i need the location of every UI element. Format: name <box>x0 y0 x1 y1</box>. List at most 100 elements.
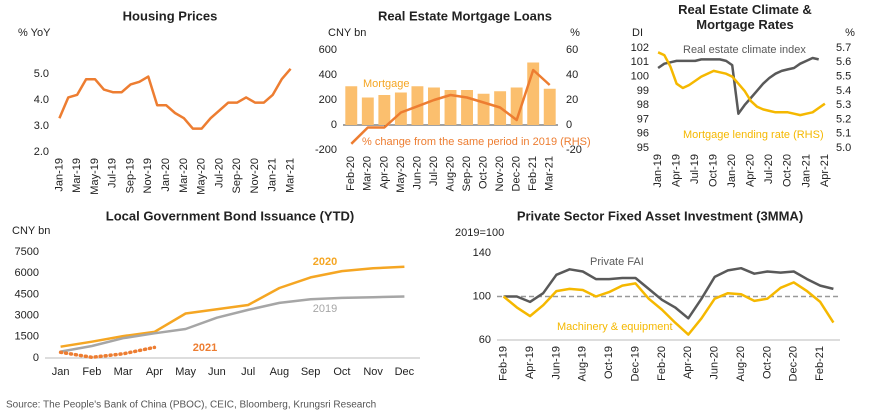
x-tick-label: Jun-19 <box>550 346 562 380</box>
series-label: Private FAI <box>590 256 644 268</box>
y-tick-label: 102 <box>631 42 649 54</box>
y-tick-label: 600 <box>319 44 337 56</box>
y-tick-label: 4.0 <box>34 94 49 106</box>
y-axis-label: DI <box>632 27 643 39</box>
x-tick-label: Jan-19 <box>652 154 664 188</box>
y-tick-label: 99 <box>637 85 649 97</box>
x-tick-label: Jul-19 <box>689 154 701 184</box>
y2-tick-label: 5.6 <box>836 56 851 68</box>
x-tick-label: Apr-19 <box>671 154 683 187</box>
x-tick-label: Jun <box>208 366 226 378</box>
x-tick-label: Sep-19 <box>124 158 136 193</box>
x-tick-label: Dec-20 <box>511 156 523 191</box>
y-tick-label: 2.0 <box>34 146 49 158</box>
x-tick-label: Jul <box>241 366 255 378</box>
x-tick-label: Mar-20 <box>178 158 190 193</box>
x-tick-label: May-19 <box>89 158 101 195</box>
y-tick-label: 200 <box>319 94 337 106</box>
bar <box>345 86 358 125</box>
x-tick-label: Mar <box>114 366 133 378</box>
x-tick-label: Oct-20 <box>477 156 489 189</box>
bar <box>543 88 556 125</box>
y-axis-label: 2019=100 <box>455 227 504 239</box>
y2-tick-label: 0 <box>566 119 572 131</box>
x-tick-label: Oct-19 <box>708 154 720 187</box>
x-tick-label: Jun-20 <box>709 346 721 380</box>
bar <box>510 87 523 125</box>
x-tick-label: Feb-20 <box>656 346 668 381</box>
y2-tick-label: 20 <box>566 94 578 106</box>
x-tick-label: Aug <box>270 366 290 378</box>
y-tick-label: -200 <box>315 144 337 156</box>
y2-tick-label: 5.1 <box>836 128 851 140</box>
y-tick-label: 60 <box>479 334 491 346</box>
line <box>503 266 834 320</box>
y-tick-label: 3.0 <box>34 120 49 132</box>
y-tick-label: 101 <box>631 56 649 68</box>
bar <box>444 90 457 125</box>
y-tick-label: 95 <box>637 142 649 154</box>
y-tick-label: 97 <box>637 113 649 125</box>
y-tick-label: 1500 <box>15 331 39 343</box>
x-tick-label: Oct-20 <box>761 346 773 379</box>
bar <box>428 87 440 125</box>
y2-axis-label: % <box>845 27 855 39</box>
x-tick-label: May-20 <box>395 156 407 193</box>
y-tick-label: 4500 <box>15 288 39 300</box>
series-label: Mortgage lending rate (RHS) <box>683 129 824 141</box>
y2-tick-label: -20 <box>566 144 582 156</box>
y2-tick-label: 5.5 <box>836 70 851 82</box>
x-tick-label: Nov-20 <box>494 156 506 191</box>
y-tick-label: 140 <box>473 247 491 259</box>
x-tick-label: Mar-21 <box>544 156 556 191</box>
x-tick-label: Jan-19 <box>53 158 65 192</box>
series-label: 2021 <box>193 342 217 354</box>
x-tick-label: Jan <box>52 366 70 378</box>
x-tick-label: Jul-20 <box>428 156 440 186</box>
y-tick-label: 3000 <box>15 310 39 322</box>
y-axis-label: % YoY <box>18 27 51 39</box>
y-tick-label: 6000 <box>15 267 39 279</box>
x-tick-label: Jul-20 <box>763 154 775 184</box>
y2-tick-label: 5.4 <box>836 85 851 97</box>
bar <box>361 97 374 125</box>
x-tick-label: Mar-20 <box>362 156 374 191</box>
x-tick-label: Feb <box>82 366 101 378</box>
x-tick-label: Oct <box>333 366 350 378</box>
x-tick-label: Jun-20 <box>411 156 423 190</box>
x-tick-label: Sep-20 <box>461 156 473 191</box>
line <box>350 68 551 145</box>
x-tick-label: Dec-19 <box>629 346 641 381</box>
line <box>58 67 292 130</box>
series-label: Machinery & equipment <box>557 321 673 333</box>
y-tick-label: 400 <box>319 69 337 81</box>
x-tick-label: Nov <box>363 366 383 378</box>
x-tick-label: Jan-21 <box>800 154 812 188</box>
x-tick-label: Nov-19 <box>142 158 154 193</box>
series-label: 2020 <box>313 256 337 268</box>
x-tick-label: Apr-20 <box>745 154 757 187</box>
x-tick-label: Dec-20 <box>788 346 800 381</box>
x-tick-label: Apr-20 <box>378 156 390 189</box>
series-label: 2019 <box>313 303 337 315</box>
x-tick-label: Nov-20 <box>249 158 261 193</box>
y2-tick-label: 5.3 <box>836 99 851 111</box>
y-axis-label: CNY bn <box>328 27 366 39</box>
series-label: Mortgage <box>363 78 409 90</box>
y-axis-label: CNY bn <box>12 225 50 237</box>
x-tick-label: Jul-20 <box>213 158 225 188</box>
y-tick-label: 100 <box>631 70 649 82</box>
chart-title: Real Estate Mortgage Loans <box>378 8 552 23</box>
chart-title: Housing Prices <box>123 8 218 23</box>
x-tick-label: Aug-20 <box>735 346 747 381</box>
bar <box>477 93 490 125</box>
bar <box>461 90 473 125</box>
y-tick-label: 98 <box>637 99 649 111</box>
chart-title: Real Estate Climate & Mortgage Rates <box>678 2 812 32</box>
y-tick-label: 0 <box>331 119 337 131</box>
x-tick-label: Oct-19 <box>603 346 615 379</box>
series-label: % change from the same period in 2019 (R… <box>362 136 591 148</box>
bar <box>527 62 540 125</box>
x-tick-label: Sep <box>301 366 321 378</box>
